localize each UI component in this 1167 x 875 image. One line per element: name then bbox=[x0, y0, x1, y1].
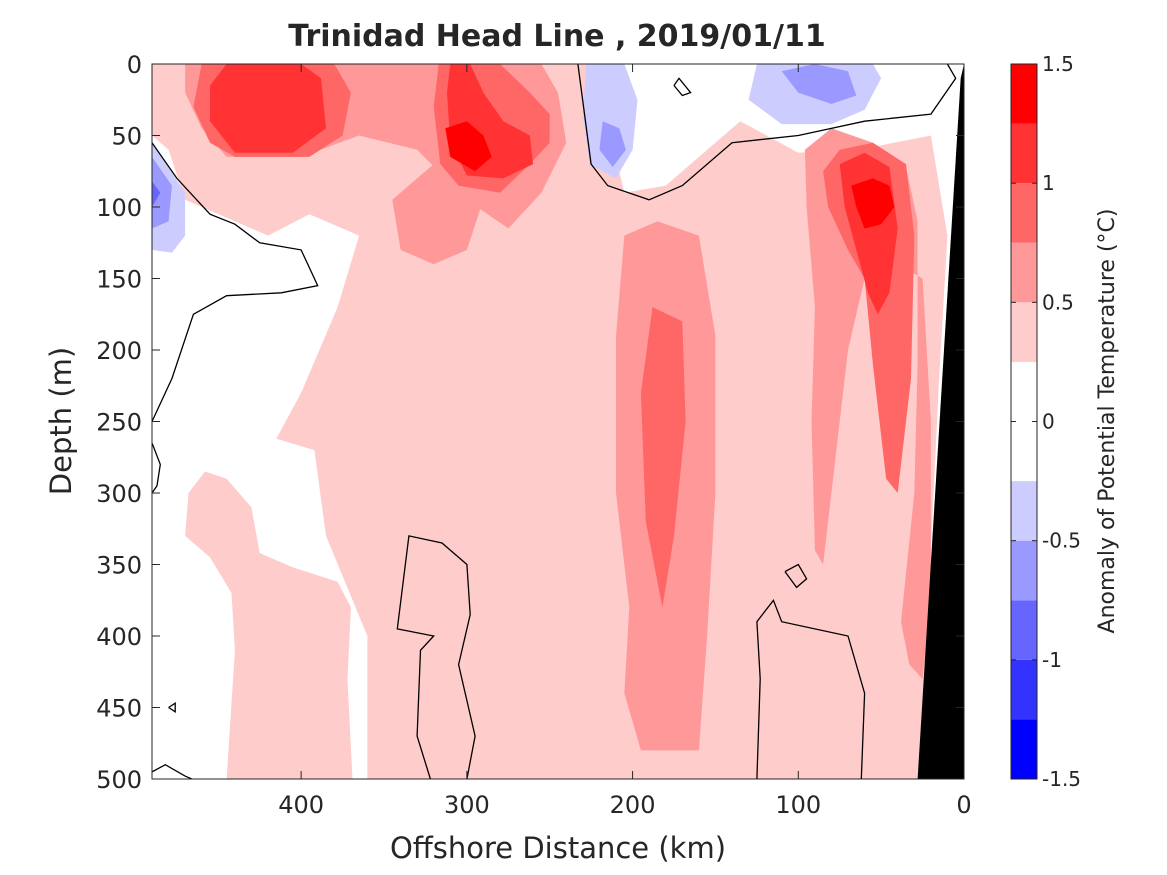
x-tick-label: 200 bbox=[610, 791, 656, 819]
warm-anomaly-center-peak bbox=[445, 121, 492, 172]
y-tick-label: 100 bbox=[96, 194, 142, 222]
warm-anomaly-upper-left-core bbox=[210, 64, 326, 153]
chart-title: Trinidad Head Line , 2019/01/11 bbox=[288, 19, 825, 54]
colorbar-swatches bbox=[1011, 64, 1037, 779]
warm-anomaly-subsurface-plume bbox=[392, 164, 484, 265]
colorbar-tick-label: -1.5 bbox=[1042, 767, 1081, 791]
colorbar-tick-label: 1.5 bbox=[1042, 52, 1074, 76]
colorbar-tick-label: -0.5 bbox=[1042, 529, 1081, 553]
y-tick-label: 250 bbox=[96, 409, 142, 437]
colorbar-swatch bbox=[1011, 719, 1037, 779]
y-axis-ticks: 0 50 100 150 200 250 300 350 400 450 500 bbox=[96, 51, 964, 794]
x-tick-label: 300 bbox=[444, 791, 490, 819]
colorbar-label: Anomaly of Potential Temperature (°C) bbox=[1095, 209, 1120, 634]
cold-anomaly-offshore-core bbox=[152, 156, 172, 229]
zero-contour-line-9 bbox=[168, 702, 176, 713]
y-tick-label: 200 bbox=[96, 337, 142, 365]
zero-contour-line-1 bbox=[152, 142, 319, 422]
colorbar-swatch bbox=[1011, 242, 1037, 303]
colorbar-ticks: 1.5 1 0.5 0 -0.5 -1 -1.5 bbox=[1011, 52, 1081, 791]
zero-contour-line-2 bbox=[152, 442, 161, 494]
colorbar-tick-label: 1 bbox=[1042, 171, 1055, 195]
anomaly-field bbox=[152, 64, 948, 779]
warm-anomaly-nearshore-column bbox=[804, 128, 931, 679]
colorbar-swatch bbox=[1011, 302, 1037, 362]
y-axis-label: Depth (m) bbox=[44, 347, 78, 495]
colorbar-swatch bbox=[1011, 600, 1037, 660]
colorbar-tick-label: 0.5 bbox=[1042, 290, 1074, 314]
colorbar-tick-label: 0 bbox=[1042, 410, 1055, 434]
zero-contour-line-3 bbox=[152, 763, 193, 779]
plot-area: 400 300 200 100 0 0 50 100 150 200 250 300 350 400 45… bbox=[96, 51, 971, 819]
y-tick-label: 450 bbox=[96, 695, 142, 723]
warm-anomaly-nearshore-peak bbox=[851, 178, 895, 229]
zero-contour-line-5 bbox=[756, 598, 866, 779]
colorbar: 1.5 1 0.5 0 -0.5 -1 -1.5 Anomaly of Potential … bbox=[1010, 52, 1120, 791]
colorbar-tick-label: -1 bbox=[1042, 648, 1062, 672]
zero-contour-line-7 bbox=[577, 64, 957, 201]
warm-anomaly-deep-west bbox=[185, 471, 353, 779]
cold-anomaly-nearshore-core bbox=[781, 64, 857, 104]
zero-contours bbox=[152, 64, 957, 779]
colorbar-swatch bbox=[1011, 481, 1037, 541]
y-tick-label: 50 bbox=[111, 123, 142, 151]
colorbar-swatch bbox=[1011, 64, 1037, 124]
x-tick-label: 0 bbox=[956, 791, 971, 819]
y-tick-label: 300 bbox=[96, 480, 142, 508]
x-tick-label: 400 bbox=[278, 791, 324, 819]
warm-anomaly-center-core bbox=[640, 307, 686, 608]
cold-anomaly-offshore-peak bbox=[152, 181, 161, 207]
colorbar-swatch bbox=[1011, 540, 1037, 601]
cold-anomaly-mid-core bbox=[599, 121, 626, 167]
y-tick-label: 0 bbox=[127, 51, 142, 79]
zero-contour-line-8 bbox=[673, 77, 692, 97]
x-tick-label: 100 bbox=[775, 791, 821, 819]
colorbar-swatch bbox=[1011, 183, 1037, 243]
x-axis-ticks: 400 300 200 100 0 bbox=[278, 64, 972, 819]
x-axis-label: Offshore Distance (km) bbox=[390, 831, 726, 865]
y-tick-label: 350 bbox=[96, 552, 142, 580]
y-tick-label: 500 bbox=[96, 766, 142, 794]
y-tick-label: 150 bbox=[96, 266, 142, 294]
colorbar-swatch bbox=[1011, 123, 1037, 184]
zero-contour-line-4 bbox=[396, 535, 476, 779]
zero-contour-line-6 bbox=[784, 563, 808, 589]
colorbar-swatch bbox=[1011, 659, 1037, 720]
y-tick-label: 400 bbox=[96, 623, 142, 651]
bathymetry bbox=[917, 64, 964, 779]
